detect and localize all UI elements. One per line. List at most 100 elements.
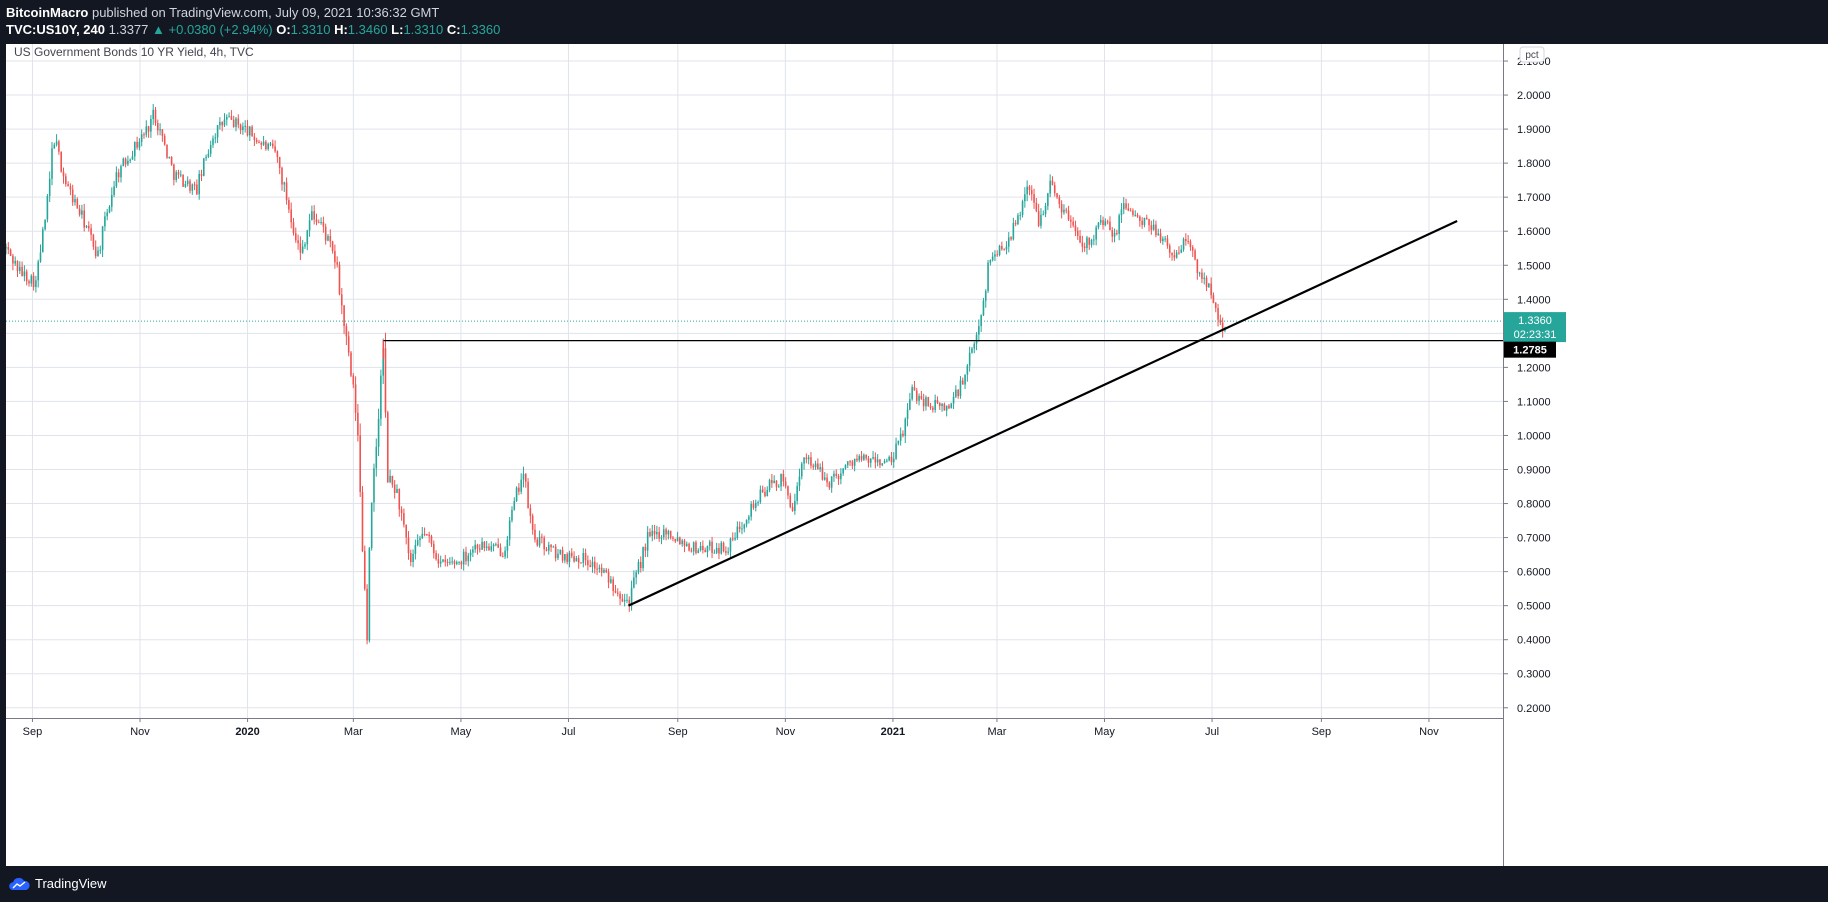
candle [495, 542, 497, 547]
candle-body [920, 395, 923, 399]
candle [929, 403, 932, 410]
candle-body [446, 561, 449, 563]
candle [1210, 277, 1212, 299]
candle [626, 593, 628, 604]
candle [1040, 208, 1042, 229]
price-chart[interactable]: 0.2000 0.3000 0.4000 0.5000 0.6000 0.7000 0.80… [5, 44, 1828, 866]
candle [60, 151, 63, 173]
candle-body [83, 210, 86, 228]
candle-body [672, 537, 674, 539]
candle [113, 180, 115, 198]
candle-body [76, 198, 79, 209]
candle-body [879, 459, 881, 466]
candle [619, 591, 621, 606]
candle-body [1168, 245, 1171, 253]
candle-body [570, 552, 573, 557]
candle-body [996, 254, 999, 256]
candle-body [1047, 193, 1049, 207]
pct-button-label: pct [1525, 50, 1539, 61]
candle [488, 543, 490, 551]
candle-body [619, 593, 621, 599]
candle [51, 142, 53, 186]
pct-scale-button[interactable]: pct [1519, 46, 1545, 63]
candle [308, 213, 311, 237]
candle-body [322, 222, 325, 227]
candle [909, 392, 911, 411]
candle-body [943, 404, 946, 411]
candle-body [768, 480, 771, 490]
candle [575, 555, 578, 562]
candle-body [209, 144, 212, 154]
candle [543, 535, 545, 556]
candle-body [704, 550, 706, 553]
close-value: 1.3360 [460, 22, 501, 37]
candle-body [1219, 319, 1222, 323]
candle [242, 122, 244, 135]
candle-body [727, 551, 729, 553]
candle [587, 555, 589, 571]
candle [28, 279, 30, 287]
candle-body [833, 473, 835, 477]
candle [727, 547, 729, 555]
chart-area[interactable]: 0.2000 0.3000 0.4000 0.5000 0.6000 0.7000 0.80… [5, 44, 1828, 866]
candle [642, 546, 644, 572]
candle [212, 135, 214, 148]
candle [449, 557, 451, 566]
candle [715, 542, 718, 555]
candle-body [757, 502, 759, 504]
author-name[interactable]: BitcoinMacro [6, 5, 89, 20]
candle [99, 245, 102, 254]
time-axis[interactable]: Sep Nov 2020 Mar May Jul Sep Nov 2021 Mar May Jul Se… [6, 718, 1503, 738]
candle [681, 538, 683, 547]
candle [1072, 217, 1074, 228]
candle-body [886, 460, 888, 462]
candle [193, 181, 196, 191]
candle [207, 149, 210, 159]
candle [426, 533, 428, 536]
candle [133, 141, 136, 161]
candle-body [198, 173, 200, 195]
candle [90, 223, 92, 241]
candle-body [48, 178, 51, 197]
candle-body [191, 184, 194, 191]
candle-body [738, 526, 741, 529]
current-price-label: 1.3360 02:23:31 [1504, 312, 1566, 343]
candle [1095, 225, 1097, 246]
axis-corner [1504, 719, 1828, 866]
candle-body [743, 524, 746, 529]
candle-body [16, 260, 19, 271]
candle-body [582, 553, 585, 563]
candle [959, 376, 962, 399]
drawings[interactable] [6, 220, 1503, 607]
candle [442, 559, 444, 563]
candle-body [745, 519, 748, 525]
candle [771, 473, 773, 488]
tradingview-logo[interactable]: TradingView [8, 876, 107, 891]
candle [396, 484, 398, 494]
candle [299, 236, 302, 261]
candle-body [288, 200, 290, 210]
price-axis[interactable]: 0.2000 0.3000 0.4000 0.5000 0.6000 0.7000 0.80… [1503, 44, 1828, 866]
open-label: O: [276, 22, 291, 37]
candle-body [108, 206, 111, 213]
candle [432, 540, 435, 559]
price-tick-label: 0.3000 [1517, 669, 1551, 681]
candle-body [317, 222, 320, 224]
candle-body [791, 506, 794, 511]
price-tick-label: 1.7000 [1517, 192, 1551, 204]
candle-body [814, 463, 817, 468]
candle [713, 549, 716, 554]
candle [833, 470, 835, 482]
candle-body [1021, 201, 1024, 215]
candle [228, 112, 230, 118]
candle-body [646, 532, 649, 551]
candle [980, 314, 982, 332]
candle-body [94, 246, 97, 257]
candle-body [340, 294, 343, 306]
candle [991, 252, 994, 262]
trend-line[interactable] [627, 220, 1458, 607]
candle [403, 508, 405, 528]
candle [198, 170, 200, 200]
candle [435, 550, 437, 561]
candle [800, 461, 803, 480]
